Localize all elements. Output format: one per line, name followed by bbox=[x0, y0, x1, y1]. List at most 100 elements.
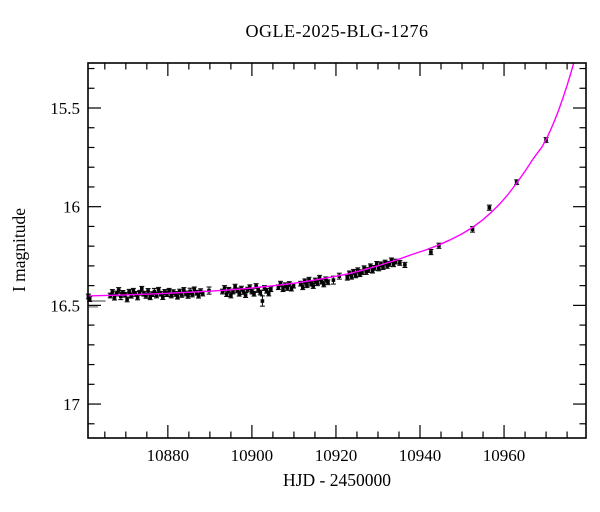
data-marker bbox=[127, 289, 131, 294]
data-marker bbox=[470, 227, 475, 232]
model-curve bbox=[87, 63, 575, 297]
data-marker bbox=[135, 295, 140, 300]
data-marker bbox=[305, 283, 309, 288]
data-marker bbox=[121, 291, 125, 295]
data-marker bbox=[252, 291, 256, 296]
data-marker bbox=[235, 288, 239, 293]
data-marker bbox=[231, 289, 235, 294]
data-marker bbox=[403, 263, 407, 267]
data-marker bbox=[258, 290, 263, 295]
data-marker bbox=[393, 259, 398, 264]
data-marker bbox=[247, 285, 252, 290]
plot-frame bbox=[87, 62, 587, 439]
data-marker bbox=[220, 289, 225, 294]
data-marker bbox=[139, 286, 144, 291]
data-point bbox=[314, 280, 320, 287]
data-marker bbox=[307, 277, 311, 282]
data-point bbox=[145, 288, 151, 294]
axis-ticks: 10880 10900 10920 10940 10960 15.5 16 16.5 17 bbox=[50, 63, 586, 465]
data-marker bbox=[317, 275, 322, 280]
data-marker bbox=[487, 205, 492, 210]
data-marker bbox=[224, 292, 229, 296]
data-point bbox=[277, 280, 283, 287]
data-marker bbox=[112, 295, 117, 300]
data-marker bbox=[241, 290, 246, 294]
data-marker bbox=[326, 280, 330, 285]
data-marker bbox=[144, 294, 148, 298]
data-marker bbox=[137, 290, 142, 295]
data-marker bbox=[171, 290, 176, 294]
data-marker bbox=[383, 260, 387, 265]
y-tick-label: 17 bbox=[63, 395, 81, 414]
data-marker bbox=[368, 264, 373, 269]
data-marker bbox=[281, 287, 285, 291]
data-marker bbox=[167, 288, 171, 293]
chart-title: OGLE-2025-BLG-1276 bbox=[245, 21, 429, 41]
data-point bbox=[268, 286, 274, 293]
data-point bbox=[348, 273, 354, 280]
x-tick-label: 10960 bbox=[483, 446, 526, 465]
data-marker bbox=[131, 288, 136, 293]
data-marker bbox=[311, 284, 316, 288]
data-marker bbox=[278, 281, 283, 286]
data-marker bbox=[315, 281, 320, 286]
data-marker bbox=[254, 284, 258, 288]
data-marker bbox=[156, 287, 161, 292]
data-marker bbox=[349, 274, 354, 279]
data-marker bbox=[161, 295, 165, 299]
data-marker bbox=[182, 288, 186, 292]
data-marker bbox=[148, 295, 152, 300]
data-point bbox=[310, 283, 316, 289]
data-marker bbox=[243, 293, 248, 297]
x-tick-label: 10920 bbox=[315, 446, 358, 465]
data-point bbox=[116, 287, 122, 293]
data-marker bbox=[398, 261, 402, 265]
data-point bbox=[428, 249, 434, 256]
data-marker bbox=[345, 275, 350, 280]
data-marker bbox=[192, 287, 197, 292]
data-marker bbox=[188, 289, 192, 294]
data-marker bbox=[324, 277, 328, 282]
data-point bbox=[257, 289, 263, 296]
data-marker bbox=[177, 289, 182, 294]
data-marker bbox=[269, 287, 273, 291]
x-tick-label: 10880 bbox=[147, 446, 190, 465]
data-point bbox=[124, 296, 130, 303]
data-marker bbox=[194, 290, 199, 295]
data-marker bbox=[289, 286, 294, 291]
data-marker bbox=[190, 292, 195, 297]
data-marker bbox=[146, 289, 150, 293]
data-marker bbox=[196, 293, 201, 298]
data-point bbox=[486, 204, 492, 211]
data-marker bbox=[372, 266, 377, 270]
data-marker bbox=[437, 243, 441, 248]
data-point bbox=[397, 260, 403, 266]
data-point bbox=[304, 282, 310, 289]
data-marker bbox=[116, 288, 121, 292]
data-marker bbox=[291, 283, 296, 288]
data-marker bbox=[377, 266, 381, 271]
data-marker bbox=[118, 294, 123, 299]
data-marker bbox=[266, 291, 271, 296]
data-marker bbox=[165, 292, 169, 296]
data-point bbox=[243, 292, 249, 298]
data-marker bbox=[222, 286, 227, 290]
data-marker bbox=[114, 291, 119, 296]
data-marker bbox=[129, 293, 134, 298]
data-point bbox=[187, 287, 193, 296]
data-marker bbox=[237, 291, 242, 296]
y-tick-label: 15.5 bbox=[50, 99, 80, 118]
data-point bbox=[109, 289, 115, 295]
data-point bbox=[259, 295, 265, 307]
data-marker bbox=[353, 273, 358, 278]
data-marker bbox=[331, 278, 336, 282]
data-marker bbox=[321, 282, 326, 287]
data-marker bbox=[169, 293, 174, 298]
data-point bbox=[160, 294, 166, 300]
data-point bbox=[175, 293, 181, 300]
data-marker bbox=[429, 250, 433, 254]
data-point bbox=[251, 290, 257, 297]
x-tick-label: 10940 bbox=[399, 446, 442, 465]
data-marker bbox=[381, 265, 385, 269]
